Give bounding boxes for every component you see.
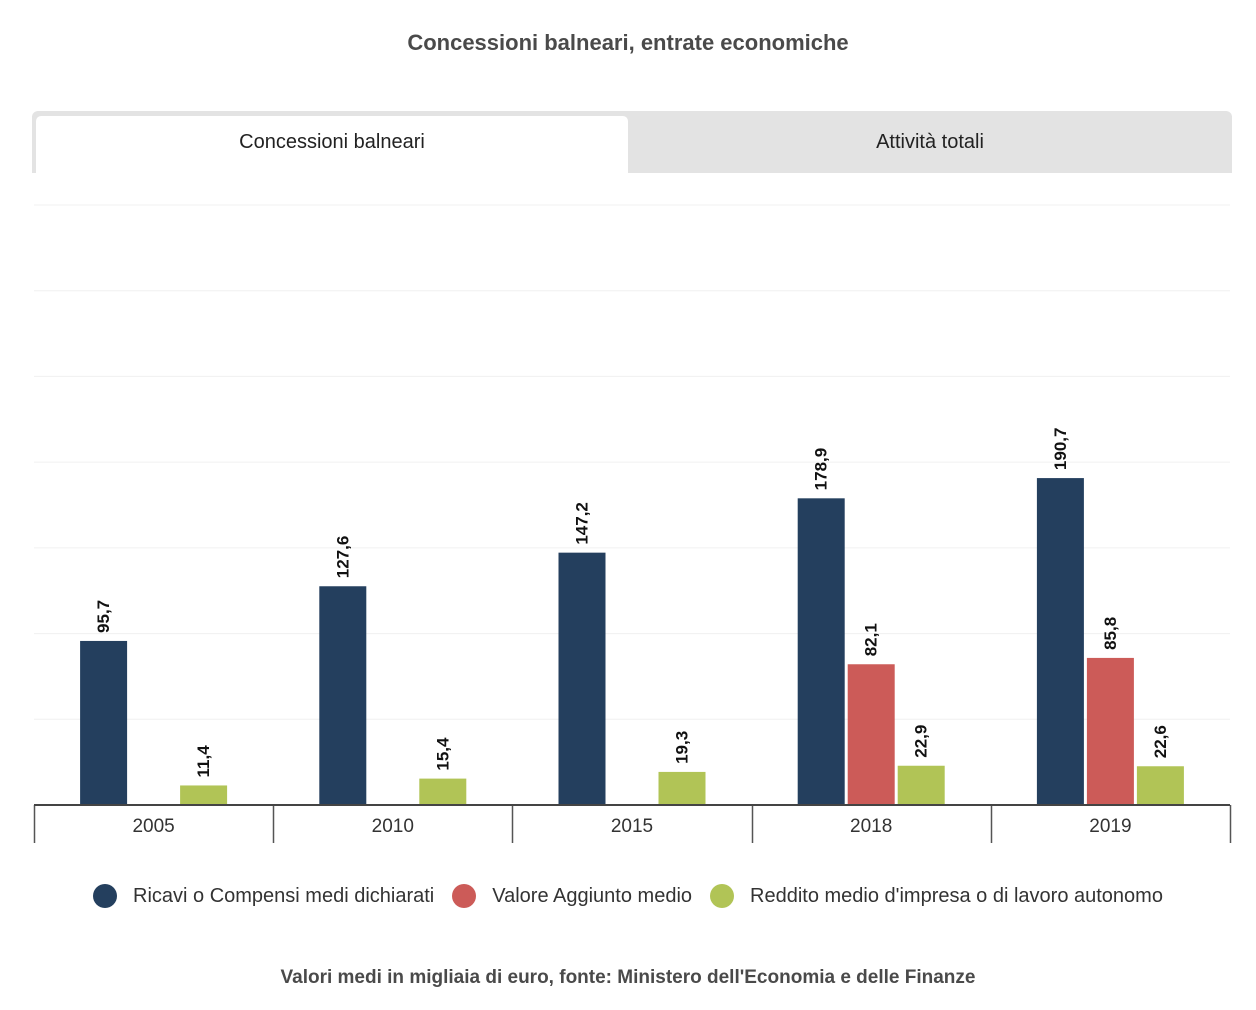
tab-attivita-totali[interactable]: Attività totali <box>876 131 984 153</box>
legend-swatch-valore-aggiunto <box>452 884 477 908</box>
bar <box>1036 478 1084 805</box>
data-label: 127,6 <box>333 536 352 579</box>
data-label: 11,4 <box>194 745 213 778</box>
legend-swatch-reddito <box>710 884 735 908</box>
data-label: 95,7 <box>94 600 113 633</box>
bar <box>419 778 467 805</box>
bar <box>180 785 228 805</box>
x-tick-label: 2015 <box>611 816 653 837</box>
legend-label-ricavi: Ricavi o Compensi medi dichiarati <box>133 884 435 907</box>
data-label: 82,1 <box>862 623 881 656</box>
bar <box>1136 766 1184 805</box>
data-label: 15,4 <box>433 737 452 771</box>
tab-concessioni-balneari[interactable]: Concessioni balneari <box>36 116 628 173</box>
bar <box>897 765 945 805</box>
x-tick-label: 2019 <box>1089 816 1131 837</box>
bar-chart: 95,7 11,4 2005 127,6 15,4 2010 147,2 19,3 2015 17… <box>33 204 1232 843</box>
data-label: 147,2 <box>573 502 592 545</box>
data-label: 22,6 <box>1151 725 1170 758</box>
data-label: 19,3 <box>673 731 692 764</box>
x-tick-label: 2010 <box>372 816 414 837</box>
chart-source-note: Valori medi in migliaia di euro, fonte: … <box>280 967 976 988</box>
bar <box>80 640 128 805</box>
legend-swatch-ricavi <box>93 884 118 908</box>
x-tick-label: 2005 <box>132 816 174 837</box>
bar <box>658 771 706 805</box>
x-tick-label: 2018 <box>850 816 892 837</box>
legend-item-reddito[interactable]: Reddito medio d'impresa o di lavoro auto… <box>710 884 1163 908</box>
bar <box>1086 657 1134 805</box>
legend-item-ricavi[interactable]: Ricavi o Compensi medi dichiarati <box>93 884 434 908</box>
bar <box>847 664 895 805</box>
legend-label-reddito: Reddito medio d'impresa o di lavoro auto… <box>750 884 1163 907</box>
legend-label-valore-aggiunto: Valore Aggiunto medio <box>492 884 693 907</box>
bar <box>319 586 367 805</box>
data-label: 178,9 <box>812 448 831 491</box>
data-label: 22,9 <box>912 725 931 758</box>
chart-title: Concessioni balneari, entrate economiche <box>407 30 849 55</box>
chart-legend: Ricavi o Compensi medi dichiarati Valore… <box>0 884 1256 908</box>
data-label: 85,8 <box>1101 617 1120 650</box>
data-label: 190,7 <box>1051 428 1070 471</box>
legend-item-valore-aggiunto[interactable]: Valore Aggiunto medio <box>452 884 692 908</box>
tab-bar: Concessioni balneari Attività totali <box>32 111 1232 173</box>
bar <box>558 552 606 805</box>
bar <box>797 498 845 805</box>
